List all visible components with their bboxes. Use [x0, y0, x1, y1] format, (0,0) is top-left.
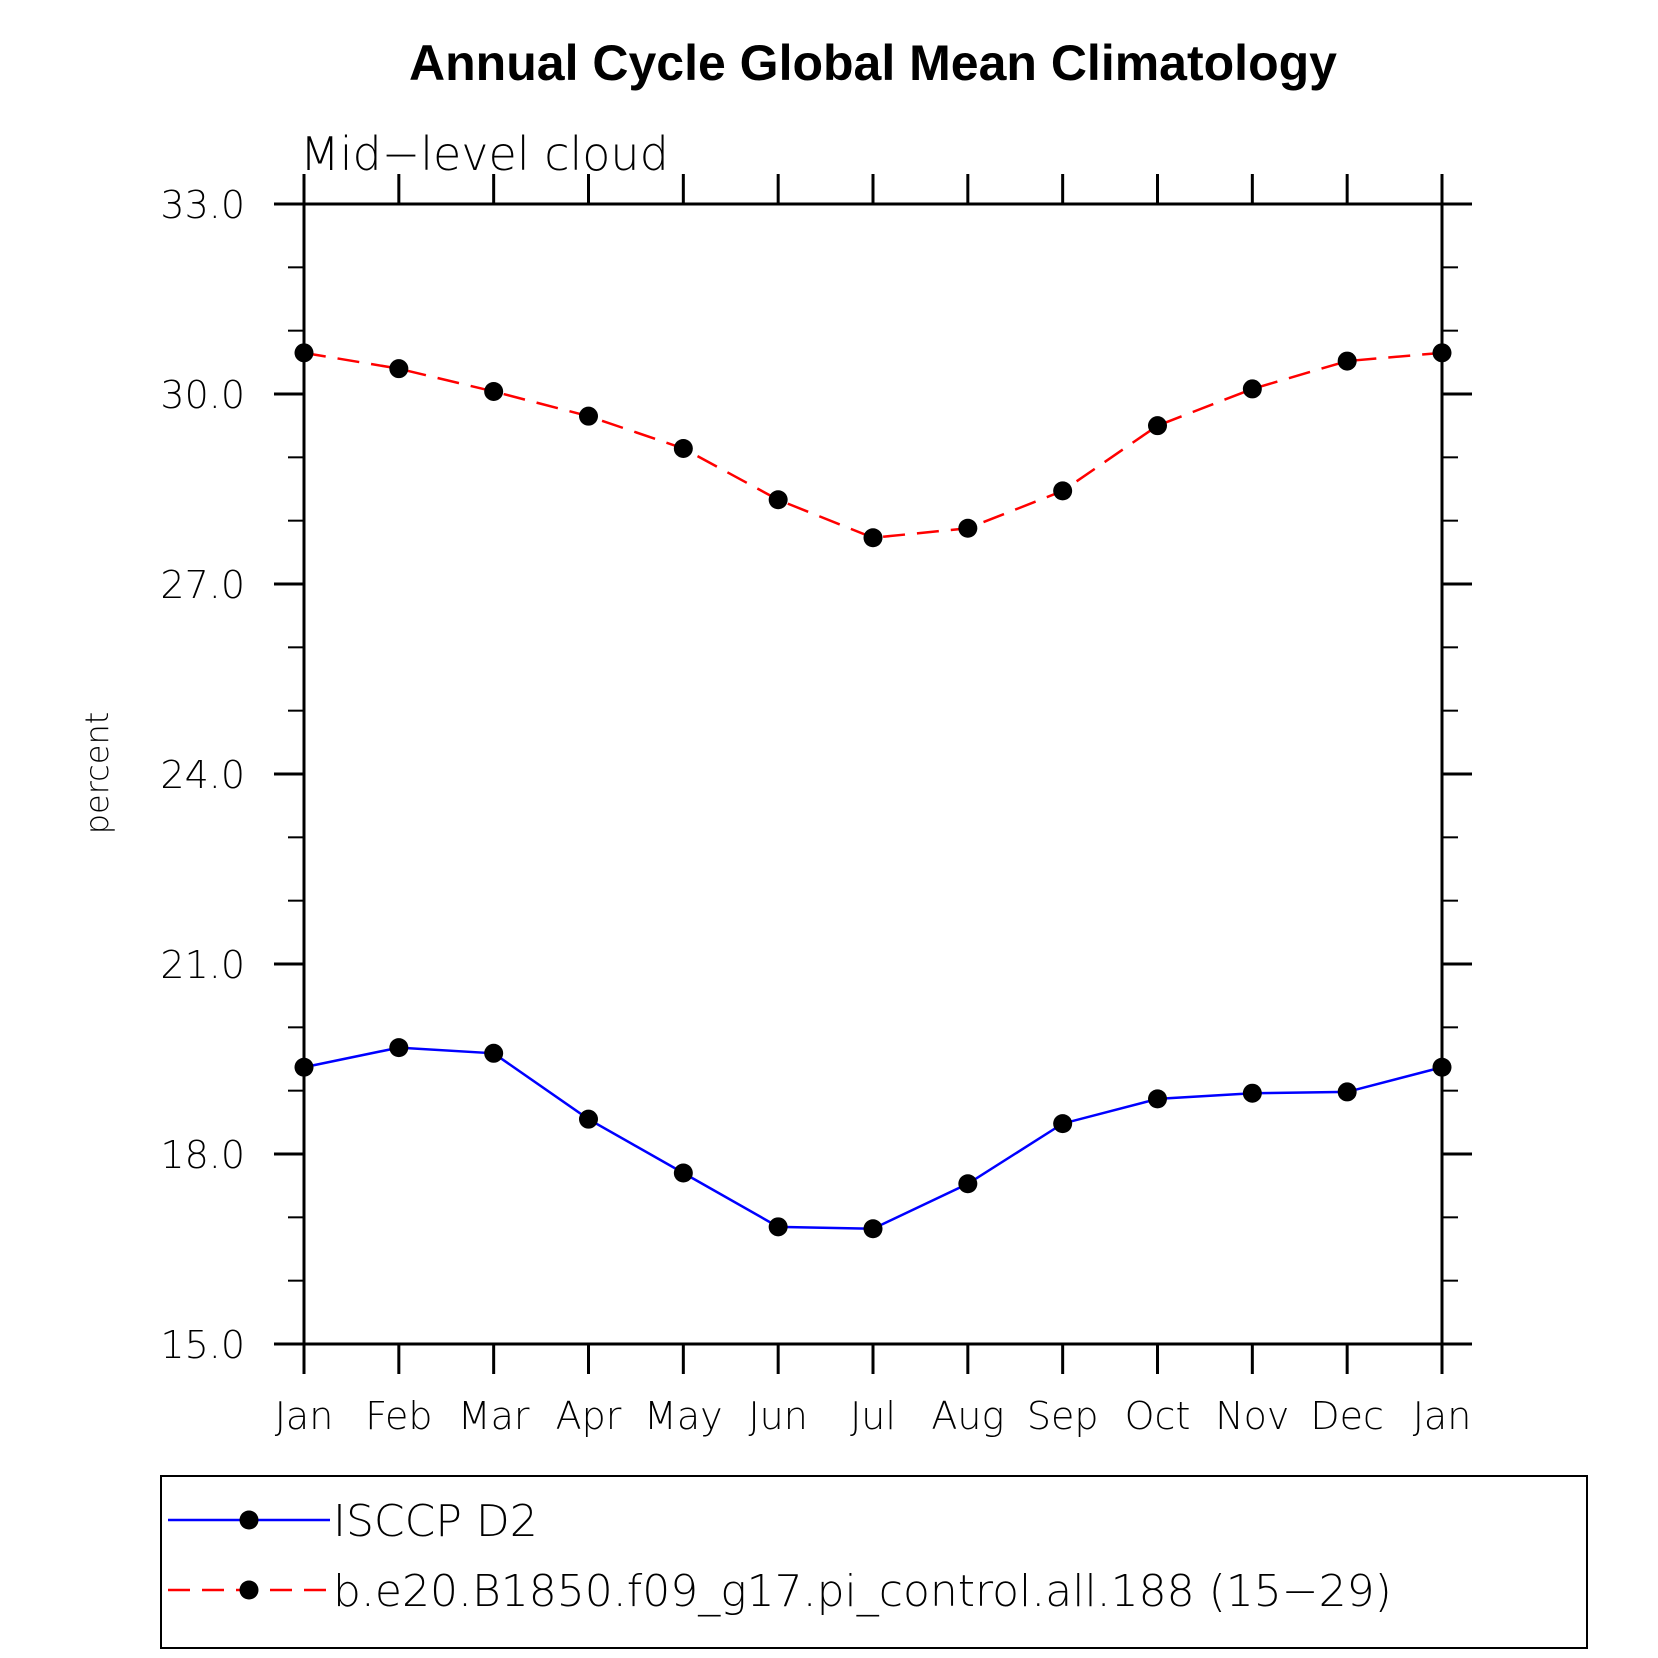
x-tick-label: May — [644, 1394, 723, 1438]
y-tick-label: 30.0 — [160, 373, 245, 417]
series-1-point — [579, 1109, 598, 1129]
series-1-point — [1337, 1082, 1357, 1102]
x-tick-label: Jan — [1413, 1394, 1472, 1438]
series-1-point — [1148, 1089, 1167, 1109]
series-1-point — [1053, 1114, 1073, 1134]
series-2-point — [484, 381, 504, 401]
x-tick-label: Jan — [275, 1394, 334, 1438]
y-axis-label: percent — [78, 712, 116, 835]
series-2-point — [389, 359, 409, 379]
chart-subtitle: Mid−level cloud — [300, 127, 669, 181]
legend-marker-1 — [239, 1510, 259, 1530]
chart-title: Annual Cycle Global Mean Climatology — [409, 35, 1337, 91]
y-tick-label: 27.0 — [160, 563, 245, 607]
legend-box — [160, 1475, 1588, 1649]
legend: ISCCP D2 b.e20.B1850.f09_g17.pi_control.a… — [160, 1475, 1588, 1649]
x-tick-label: Oct — [1125, 1394, 1191, 1438]
series-1-point — [768, 1217, 788, 1237]
legend-entries: ISCCP D2 b.e20.B1850.f09_g17.pi_control.a… — [168, 1496, 1392, 1617]
x-tick-label: Jul — [850, 1394, 896, 1438]
x-tick-label: Aug — [931, 1394, 1004, 1438]
series-2-point — [1053, 481, 1073, 501]
x-tick-label: Mar — [458, 1394, 530, 1438]
series-line-2 — [303, 351, 1443, 540]
axis-ticks — [274, 174, 1472, 1374]
series-2-point — [1337, 351, 1357, 371]
y-tick-label: 24.0 — [160, 753, 245, 797]
x-tick-label: Jun — [748, 1394, 807, 1438]
legend-label-2: b.e20.B1850.f09_g17.pi_control.all.188 (… — [333, 1566, 1392, 1617]
plot-frame — [302, 202, 1444, 1346]
y-tick-label: 15.0 — [160, 1323, 245, 1367]
series-layer — [294, 343, 1452, 1239]
tick-labels: Jan Feb Mar Apr May Jun Jul Aug Sep Oct Nov Dec Jan 1… — [160, 183, 1471, 1438]
series-2-point — [673, 438, 693, 458]
series-1-point — [863, 1219, 883, 1239]
series-2-point — [768, 490, 788, 510]
y-tick-label: 21.0 — [160, 943, 245, 987]
series-1-point — [958, 1174, 978, 1194]
x-tick-label: Nov — [1215, 1394, 1289, 1438]
y-tick-label: 33.0 — [160, 183, 245, 227]
series-line-1 — [303, 1046, 1443, 1230]
series-1-point — [389, 1038, 409, 1058]
x-tick-label: Feb — [365, 1394, 432, 1438]
series-2-point — [1242, 379, 1262, 399]
y-tick-label: 18.0 — [160, 1133, 245, 1177]
series-1-point — [1242, 1083, 1262, 1103]
legend-label-1: ISCCP D2 — [333, 1496, 538, 1547]
series-2-point — [1148, 416, 1167, 436]
series-2-point — [579, 406, 598, 426]
x-tick-label: Dec — [1310, 1394, 1384, 1438]
x-tick-label: Sep — [1027, 1394, 1099, 1438]
series-2-point — [958, 518, 978, 538]
series-2-point — [863, 528, 883, 548]
legend-marker-2 — [239, 1580, 259, 1600]
series-1-point — [484, 1043, 504, 1063]
x-tick-label: Apr — [556, 1394, 622, 1438]
series-1-point — [673, 1163, 693, 1183]
